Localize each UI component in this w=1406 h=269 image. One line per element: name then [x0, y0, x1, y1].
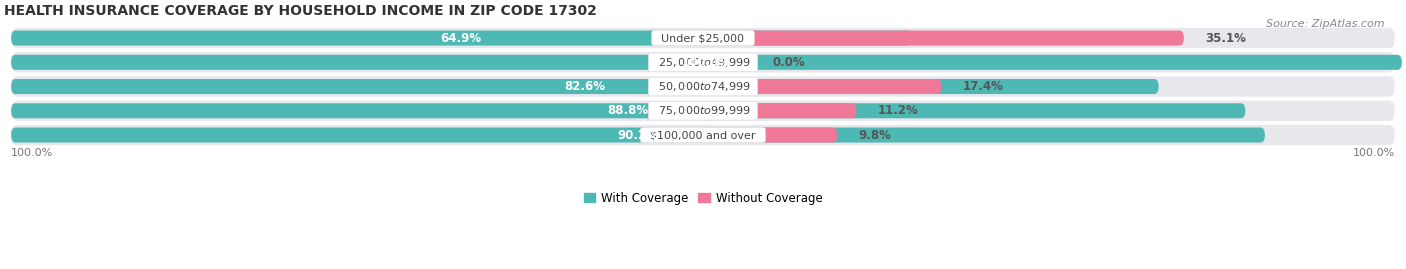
- Text: $75,000 to $99,999: $75,000 to $99,999: [651, 104, 755, 117]
- FancyBboxPatch shape: [11, 52, 1395, 72]
- Text: 100.0%: 100.0%: [11, 148, 53, 158]
- Text: 9.8%: 9.8%: [858, 129, 891, 141]
- FancyBboxPatch shape: [11, 101, 1395, 121]
- Text: 35.1%: 35.1%: [1205, 31, 1246, 45]
- Text: Source: ZipAtlas.com: Source: ZipAtlas.com: [1267, 19, 1385, 29]
- Text: 17.4%: 17.4%: [962, 80, 1004, 93]
- FancyBboxPatch shape: [11, 128, 1265, 143]
- FancyBboxPatch shape: [703, 30, 1184, 45]
- Text: 90.2%: 90.2%: [617, 129, 658, 141]
- FancyBboxPatch shape: [11, 55, 1402, 70]
- FancyBboxPatch shape: [703, 128, 837, 143]
- FancyBboxPatch shape: [11, 79, 1159, 94]
- Text: 88.8%: 88.8%: [607, 104, 648, 117]
- Text: $100,000 and over: $100,000 and over: [644, 130, 762, 140]
- Text: 100.0%: 100.0%: [1353, 148, 1395, 158]
- FancyBboxPatch shape: [11, 28, 1395, 48]
- Text: 0.0%: 0.0%: [773, 56, 806, 69]
- FancyBboxPatch shape: [11, 76, 1395, 97]
- FancyBboxPatch shape: [11, 30, 911, 45]
- FancyBboxPatch shape: [11, 103, 1246, 118]
- Text: 82.6%: 82.6%: [564, 80, 606, 93]
- FancyBboxPatch shape: [703, 79, 942, 94]
- FancyBboxPatch shape: [703, 55, 752, 70]
- Legend: With Coverage, Without Coverage: With Coverage, Without Coverage: [579, 187, 827, 209]
- FancyBboxPatch shape: [703, 103, 856, 118]
- Text: $50,000 to $74,999: $50,000 to $74,999: [651, 80, 755, 93]
- Text: 64.9%: 64.9%: [440, 31, 482, 45]
- Text: 100.0%: 100.0%: [682, 56, 731, 69]
- Text: Under $25,000: Under $25,000: [655, 33, 751, 43]
- Text: 11.2%: 11.2%: [877, 104, 918, 117]
- Text: HEALTH INSURANCE COVERAGE BY HOUSEHOLD INCOME IN ZIP CODE 17302: HEALTH INSURANCE COVERAGE BY HOUSEHOLD I…: [4, 4, 598, 18]
- Text: $25,000 to $49,999: $25,000 to $49,999: [651, 56, 755, 69]
- FancyBboxPatch shape: [11, 125, 1395, 145]
